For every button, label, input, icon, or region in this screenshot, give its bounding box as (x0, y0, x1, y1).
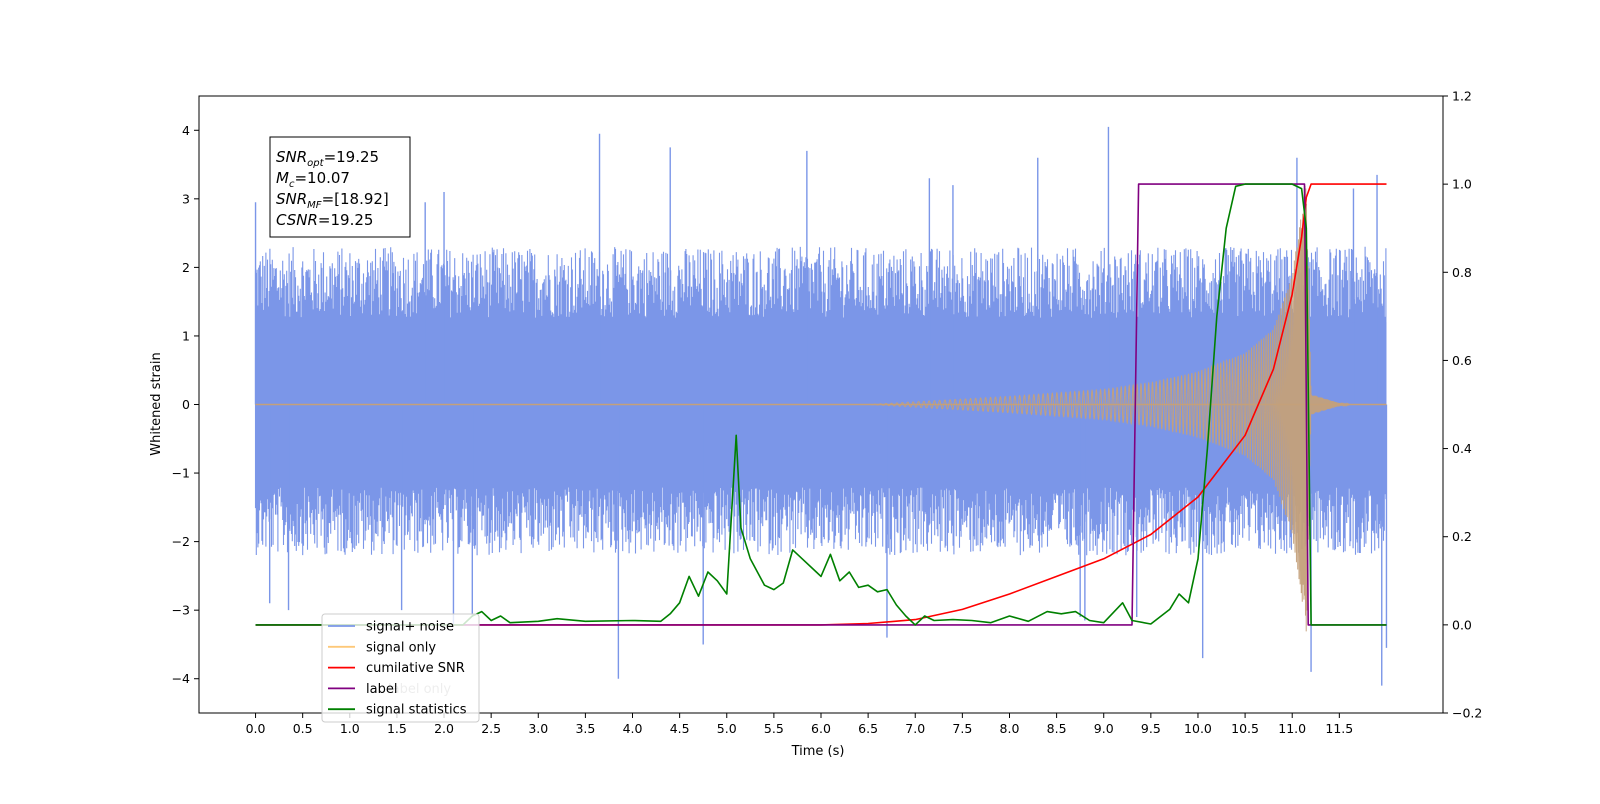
x-tick-label: 7.0 (905, 721, 925, 736)
x-tick-label: 5.5 (764, 721, 784, 736)
legend-label: label (366, 682, 397, 697)
x-tick-label: 3.5 (575, 721, 595, 736)
y-right-tick-label: −0.2 (1452, 706, 1482, 721)
y-axis-left: −4 −3 −2 −1 0 1 2 3 4 (172, 123, 199, 686)
y-right-tick-label: 0.0 (1452, 617, 1472, 632)
legend-entry: signal only (328, 640, 436, 655)
y-right-tick-label: 0.4 (1452, 441, 1472, 456)
series-cumilative-snr (255, 183, 1387, 626)
legend-label: signal+ noise (366, 620, 454, 635)
x-tick-label: 1.0 (340, 721, 360, 736)
y-left-tick-label: 2 (182, 260, 190, 275)
plot-area (254, 126, 1388, 686)
y-left-tick-label: 1 (182, 328, 190, 343)
legend-entry: cumilative SNR (328, 661, 465, 676)
legend-label: cumilative SNR (366, 661, 465, 676)
legend-entry: label (328, 682, 397, 697)
legend-entry: signal statistics (328, 703, 467, 718)
x-tick-label: 4.5 (670, 721, 690, 736)
x-tick-label: 10.0 (1184, 721, 1212, 736)
y-right-tick-label: 1.0 (1452, 177, 1472, 192)
x-tick-label: 6.5 (858, 721, 878, 736)
stats-annotation-box: SNRopt=19.25Mc=10.07SNRMF=[18.92]CSNR=19… (269, 136, 411, 238)
y-axis-right: −0.2 0.0 0.2 0.4 0.6 0.8 1.0 1.2 (1443, 89, 1482, 721)
x-tick-label: 1.5 (387, 721, 407, 736)
x-tick-label: 9.0 (1094, 721, 1114, 736)
x-tick-label: 8.5 (1047, 721, 1067, 736)
y-left-tick-label: 4 (182, 123, 190, 138)
y-left-tick-label: −3 (172, 603, 190, 618)
x-tick-label: 11.0 (1278, 721, 1306, 736)
series-signal-statistics (255, 183, 1387, 626)
y-right-tick-label: 0.6 (1452, 353, 1472, 368)
x-tick-label: 4.0 (623, 721, 643, 736)
x-tick-label: 0.0 (246, 721, 266, 736)
x-tick-label: 9.5 (1141, 721, 1161, 736)
legend-frame (321, 613, 480, 723)
annotation-frame (269, 136, 411, 238)
y-left-tick-label: 3 (182, 191, 190, 206)
legend-entry: signal+ noise (328, 620, 454, 635)
legend-label: signal statistics (366, 703, 467, 718)
x-tick-label: 3.0 (528, 721, 548, 736)
annotation-line: CSNR=19.25 (276, 211, 373, 229)
y-right-tick-label: 0.8 (1452, 265, 1472, 280)
annotation-line: Mc=10.07 (276, 169, 350, 190)
y-right-tick-label: 1.2 (1452, 89, 1472, 104)
y-axis-label: Whitened strain (149, 352, 164, 455)
x-tick-label: 2.0 (434, 721, 454, 736)
x-axis-label: Time (s) (791, 744, 845, 759)
y-left-tick-label: −1 (172, 466, 190, 481)
y-left-tick-label: −4 (172, 671, 190, 686)
y-right-tick-label: 0.2 (1452, 529, 1472, 544)
x-tick-label: 11.5 (1325, 721, 1353, 736)
x-axis: 0.0 0.5 1.0 1.5 2.0 2.5 3.0 3.5 4.0 4.5 5.0 5.5 6.0 6… (246, 713, 1353, 736)
annotation-line: SNRopt=19.25 (276, 148, 379, 169)
x-tick-label: 6.0 (811, 721, 831, 736)
x-tick-label: 10.5 (1231, 721, 1259, 736)
x-tick-label: 0.5 (293, 721, 313, 736)
x-tick-label: 8.0 (1000, 721, 1020, 736)
annotation-line: SNRMF=[18.92] (276, 190, 389, 211)
x-tick-label: 5.0 (717, 721, 737, 736)
x-tick-label: 2.5 (481, 721, 501, 736)
y-left-tick-label: −2 (172, 534, 190, 549)
y-left-tick-label: 0 (182, 397, 190, 412)
x-tick-label: 7.5 (952, 721, 972, 736)
legend-label: signal only (366, 640, 436, 655)
series-signal-only (255, 185, 1387, 632)
